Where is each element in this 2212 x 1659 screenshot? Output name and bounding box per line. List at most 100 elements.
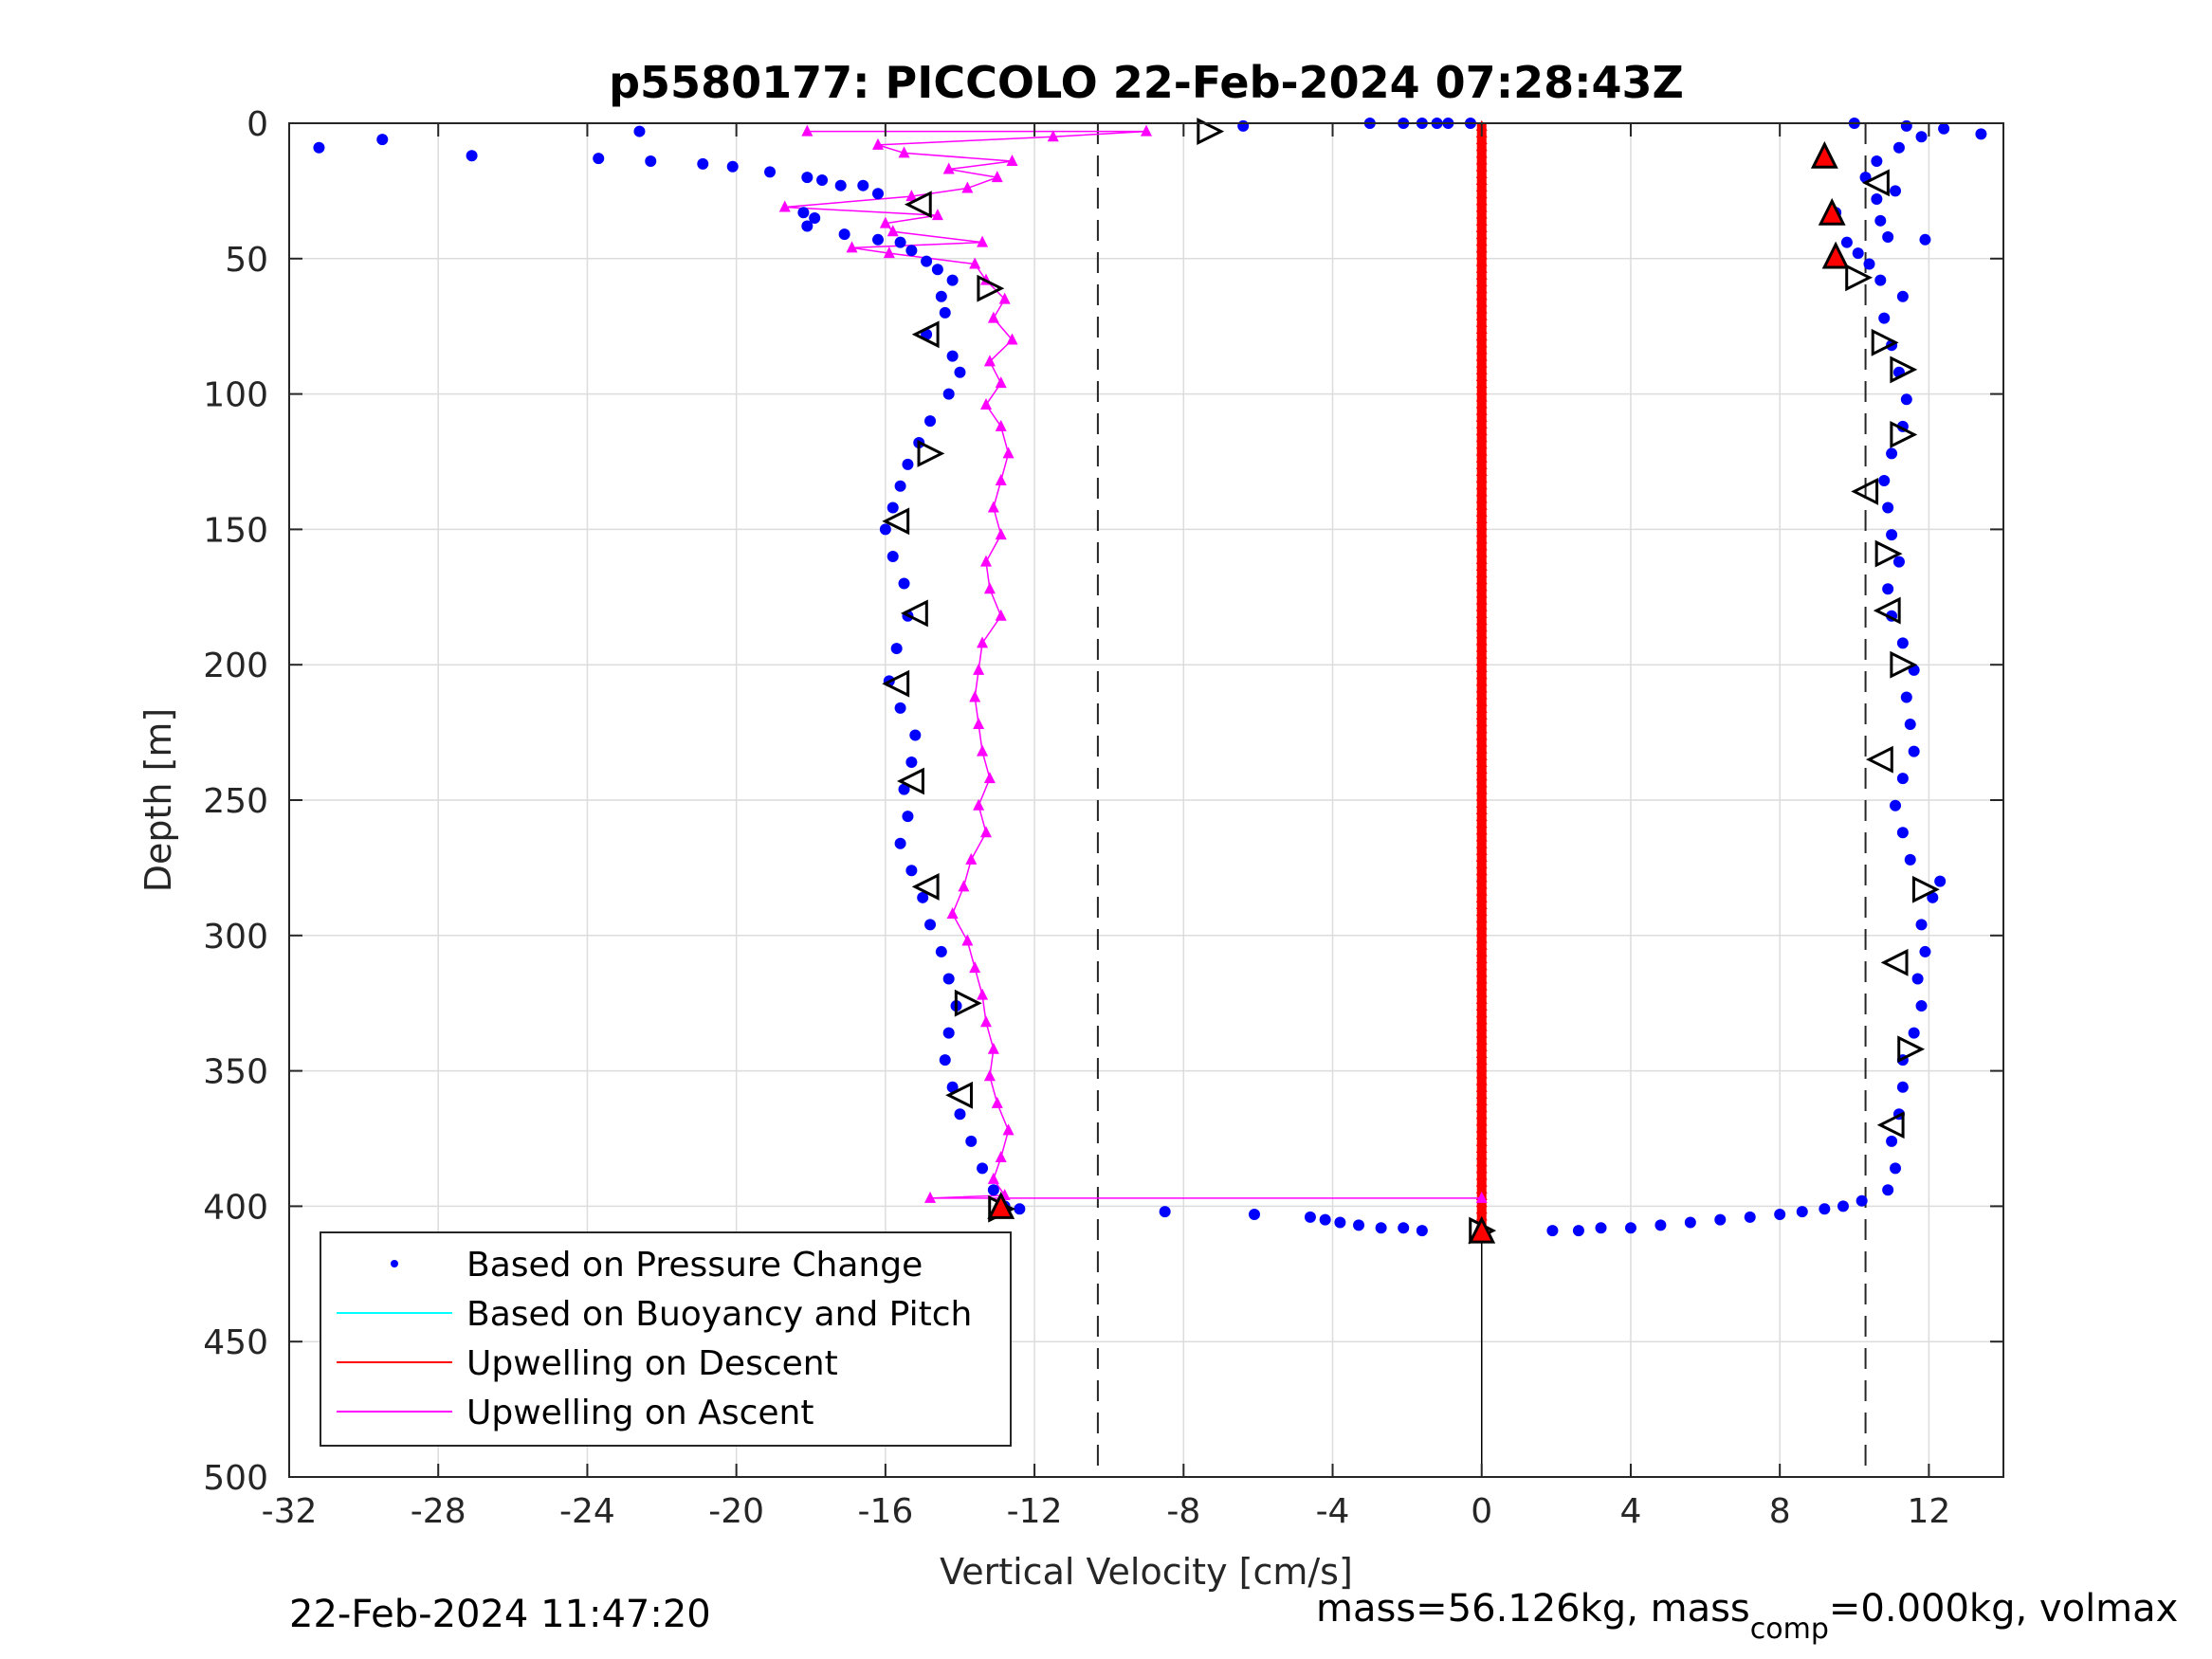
pressure-velocity-point — [1896, 773, 1909, 785]
upwelling-descent-point — [1475, 323, 1488, 335]
upwelling-ascent-point — [977, 988, 989, 1000]
pressure-velocity-point — [1856, 1194, 1868, 1207]
upwelling-ascent-point — [977, 744, 989, 757]
pressure-velocity-point — [1819, 1203, 1831, 1215]
pressure-velocity-point — [977, 1162, 989, 1175]
pressure-velocity-point — [898, 577, 910, 590]
upwelling-ascent-point — [778, 200, 791, 212]
pressure-velocity-point — [894, 236, 906, 248]
right-triangle-marker — [1890, 356, 1918, 384]
upwelling-ascent-point — [979, 398, 992, 410]
pressure-velocity-point — [313, 141, 325, 154]
pressure-velocity-point — [1934, 875, 1947, 887]
upwelling-descent-point — [1475, 884, 1488, 896]
upwelling-descent-point — [1475, 682, 1488, 693]
upwelling-descent-point — [1475, 567, 1488, 578]
upwelling-descent-point — [1475, 242, 1488, 253]
pressure-velocity-point — [1890, 1162, 1902, 1175]
pressure-velocity-point — [1900, 393, 1912, 406]
upwelling-ascent-point — [979, 555, 992, 567]
upwelling-ascent-point — [991, 171, 1003, 183]
upwelling-descent-point — [1475, 214, 1488, 226]
upwelling-ascent-point — [995, 1150, 1007, 1162]
upwelling-ascent-point — [973, 718, 985, 730]
pressure-velocity-point — [872, 188, 885, 200]
upwelling-descent-point — [1475, 1061, 1488, 1072]
pressure-velocity-point — [1886, 1135, 1898, 1147]
pressure-velocity-point — [1654, 1219, 1667, 1231]
right-triangle-marker — [977, 274, 1005, 302]
pressure-velocity-point — [1890, 799, 1902, 811]
series-layer — [313, 118, 1987, 1237]
pressure-velocity-point — [946, 274, 959, 286]
pressure-velocity-point — [1714, 1213, 1727, 1226]
upwelling-descent-point — [1475, 228, 1488, 240]
upwelling-descent-point — [1475, 803, 1488, 814]
upwelling-descent-point — [1475, 979, 1488, 991]
pressure-velocity-point — [894, 837, 906, 849]
pressure-velocity-point — [890, 643, 903, 655]
right-triangle-marker — [1890, 421, 1918, 448]
upwelling-descent-point — [1475, 939, 1488, 950]
upwelling-ascent-point — [942, 162, 955, 174]
upwelling-descent-point — [1475, 472, 1488, 483]
y-tick-label: 250 — [203, 782, 268, 821]
legend-label-descent: Upwelling on Descent — [466, 1344, 838, 1383]
pressure-velocity-point — [879, 523, 891, 536]
upwelling-ascent-point — [969, 961, 981, 974]
pressure-velocity-point — [954, 366, 966, 378]
pressure-velocity-point — [924, 415, 937, 428]
upwelling-descent-point — [1475, 695, 1488, 706]
pressure-velocity-point — [797, 207, 810, 219]
upwelling-descent-point — [1475, 1135, 1488, 1146]
left-triangle-marker — [1862, 169, 1890, 197]
pressure-velocity-point — [1624, 1222, 1636, 1234]
x-tick-label: -12 — [1007, 1492, 1063, 1531]
pressure-velocity-point — [1886, 447, 1898, 460]
left-triangle-marker — [882, 507, 910, 536]
legend-box — [320, 1231, 1012, 1447]
upwelling-descent-point — [1475, 986, 1488, 997]
pressure-velocity-point — [1840, 236, 1853, 248]
upwelling-descent-point — [1475, 140, 1488, 152]
pressure-velocity-point — [1915, 919, 1928, 931]
upwelling-descent-point — [1475, 533, 1488, 544]
pressure-velocity-point — [1915, 131, 1928, 143]
upwelling-descent-point — [1475, 647, 1488, 659]
footer-mass-info: mass=56.126kg, masscomp=0.000kg, volmax — [1316, 1587, 2178, 1646]
upwelling-descent-point — [1475, 276, 1488, 287]
upwelling-descent-point — [1475, 1108, 1488, 1120]
x-tick-label: 4 — [1620, 1492, 1642, 1531]
upwelling-ascent-point — [983, 1069, 996, 1082]
upwelling-descent-point — [1475, 384, 1488, 395]
pressure-velocity-point — [887, 501, 899, 514]
pressure-velocity-point — [764, 166, 777, 178]
pressure-velocity-point — [935, 290, 947, 302]
upwelling-descent-point — [1475, 898, 1488, 909]
upwelling-descent-point — [1475, 1074, 1488, 1085]
pressure-velocity-point — [1595, 1222, 1607, 1234]
upwelling-descent-point — [1475, 221, 1488, 232]
pressure-velocity-point — [905, 757, 918, 769]
upwelling-descent-point — [1475, 147, 1488, 158]
pressure-velocity-point — [1908, 745, 1920, 757]
upwelling-descent-point — [1475, 188, 1488, 199]
pressure-velocity-point — [921, 255, 933, 267]
upwelling-descent-point — [1475, 553, 1488, 564]
x-tick-label: -28 — [411, 1492, 466, 1531]
pressure-velocity-point — [593, 153, 605, 165]
right-triangle-marker — [1890, 650, 1918, 679]
pressure-velocity-point — [1919, 233, 1931, 246]
upwelling-ascent-point — [905, 190, 918, 202]
upwelling-descent-point — [1475, 1121, 1488, 1133]
pressure-velocity-point — [633, 125, 646, 137]
pressure-velocity-point — [1416, 1225, 1428, 1237]
upwelling-ascent-point — [965, 852, 978, 865]
upwelling-descent-point — [1475, 134, 1488, 145]
pressure-velocity-point — [942, 388, 955, 400]
upwelling-descent-point — [1475, 255, 1488, 266]
pressure-velocity-point — [1896, 827, 1909, 839]
upwelling-descent-point — [1475, 458, 1488, 469]
pressure-velocity-point — [946, 1081, 959, 1093]
